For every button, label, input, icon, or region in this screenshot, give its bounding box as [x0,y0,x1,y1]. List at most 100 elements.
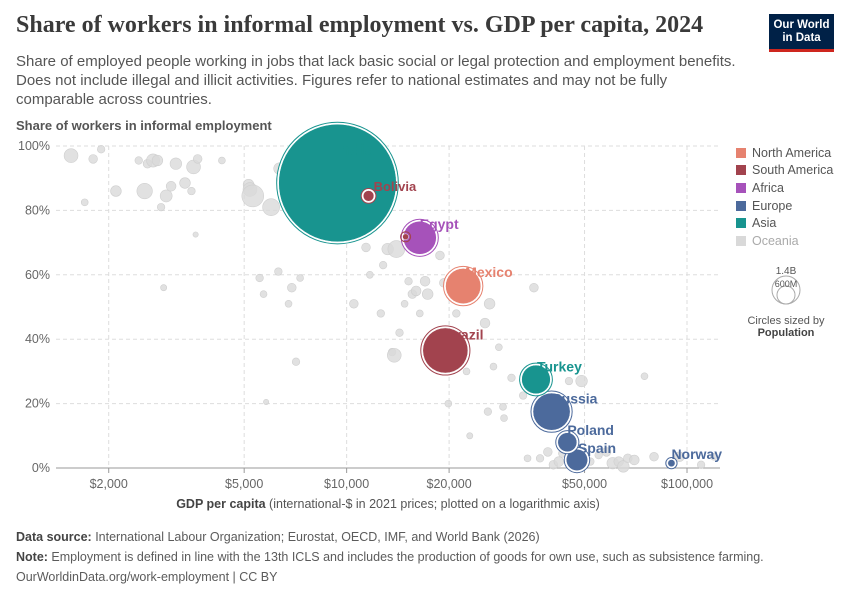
country-point [466,432,474,440]
country-point [483,407,492,416]
label-bolivia: Bolivia [374,179,417,194]
size-key: 1.4B 600M Circles sized by Population [736,260,836,339]
logo-line-2: in Data [782,32,821,44]
label-mexico: Mexico [465,264,512,280]
country-point [495,343,503,352]
legend-item-europe[interactable]: Europe [736,197,833,215]
point-brazil [422,327,469,374]
country-point [710,452,718,461]
legend-item-asia[interactable]: Asia [736,214,833,232]
size-key-large-label: 1.4B [776,266,797,277]
legend-swatch [736,165,746,176]
country-point [387,348,402,363]
point-south-america-extra [402,233,409,241]
y-tick-label: 20% [25,397,50,411]
legend-label: Oceania [752,233,799,248]
country-point [500,414,508,422]
country-point [80,198,89,207]
country-point [263,399,270,405]
legend-item-oceania[interactable]: Oceania [736,232,833,250]
legend-swatch [736,200,746,211]
country-point [444,399,453,408]
country-point [489,362,498,371]
country-point [523,454,532,463]
label-norway: Norway [671,446,722,462]
country-point [296,274,304,282]
country-point [483,298,496,310]
chart-subtitle: Share of employed people working in jobs… [16,53,736,108]
size-key-circles: 1.4B 600M [771,266,801,305]
label-egypt: Egypt [420,216,459,232]
country-point [169,157,182,170]
label-india: India [334,140,374,159]
country-point [187,186,196,196]
point-turkey [521,364,551,395]
legend-item-north-america[interactable]: North America [736,144,833,162]
legend-swatch [736,182,746,193]
legend-swatch [736,147,746,158]
point-mexico [445,268,482,304]
size-key-caption: Circles sized by [747,315,825,327]
country-point [361,242,371,253]
license-link[interactable]: OurWorldinData.org/work-employment | CC … [16,570,278,584]
country-point [241,184,265,208]
country-point [376,309,385,318]
point-norway [667,459,676,468]
country-point [97,145,106,154]
country-point [415,309,424,318]
y-tick-label: 40% [25,332,50,346]
point-halo-south-america-extra [400,231,412,243]
size-key-small-circle [776,285,796,305]
country-point [674,451,685,462]
country-point [262,198,280,216]
country-point [617,460,630,473]
country-point [134,156,143,165]
country-point [63,148,79,163]
country-point [218,156,226,165]
point-india [278,123,397,243]
source-line: Data source: International Labour Organi… [16,530,540,544]
country-point [435,250,445,261]
country-point [410,285,422,297]
country-point [404,277,413,286]
x-tick-label: $5,000 [225,477,263,491]
label-turkey: Turkey [537,358,582,374]
legend-label: Europe [752,198,793,213]
owid-logo[interactable]: Our World in Data [769,14,834,52]
country-point [156,203,166,212]
legend-label: South America [752,163,834,178]
legend-item-south-america[interactable]: South America [736,162,833,180]
country-point [88,154,98,164]
note-label: Note: [16,550,48,564]
country-point [400,300,409,308]
country-point [649,452,659,462]
country-point [519,391,528,400]
label-brazil: Brazil [445,326,483,342]
country-point [110,185,122,197]
chart-title: Share of workers in informal employment … [16,12,704,38]
size-key-small-label: 600M [775,279,798,289]
legend-label: Asia [752,216,777,231]
country-point [543,447,553,457]
legend-label: North America [752,145,832,160]
y-tick-label: 60% [25,268,50,282]
label-russia: Russia [552,391,598,407]
country-point [499,403,507,411]
country-point [255,273,264,283]
country-point [366,271,374,279]
x-axis-label: GDP per capita (international-$ in 2021 … [176,497,600,511]
label-spain: Spain [578,440,616,456]
legend-swatch [736,218,746,229]
country-point [697,460,706,469]
x-tick-label: $10,000 [324,477,369,491]
legend-swatch [736,235,746,246]
country-point [507,373,516,382]
source-label: Data source: [16,530,92,544]
country-point [136,183,153,200]
country-point [640,372,649,380]
country-point [259,290,268,298]
country-point [553,456,564,467]
country-point [462,367,471,376]
country-point [287,282,297,293]
legend-item-africa[interactable]: Africa [736,179,833,197]
